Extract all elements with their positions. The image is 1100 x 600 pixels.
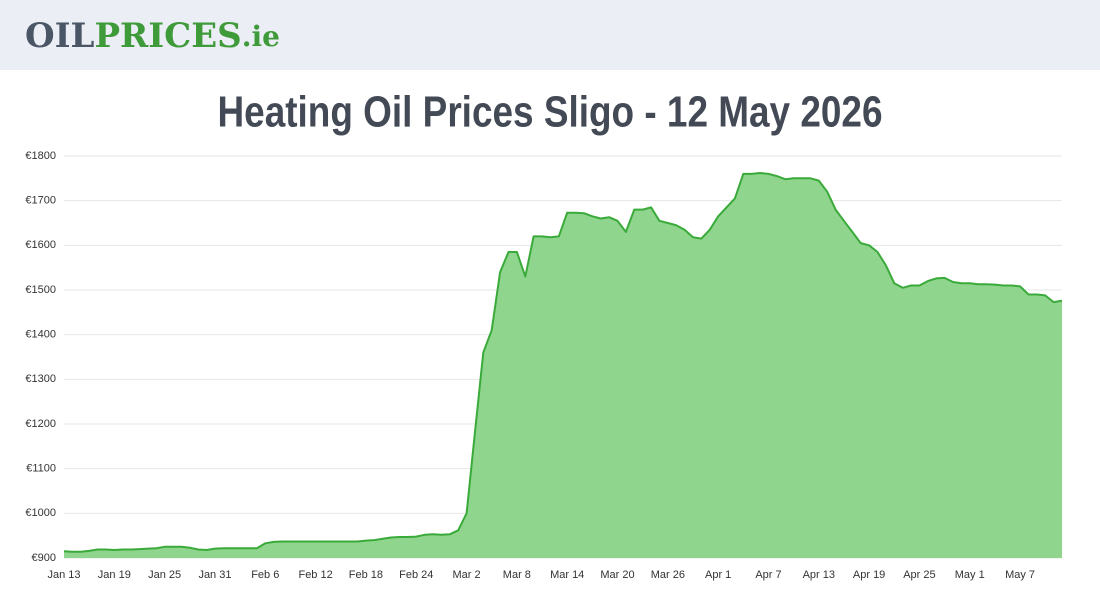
logo[interactable]: OILPRICES.ie (25, 16, 280, 56)
x-tick-label: Mar 2 (452, 569, 480, 581)
logo-prices: PRICES (94, 16, 241, 56)
x-tick-label: Jan 31 (198, 569, 231, 581)
x-tick-label: Jan 25 (148, 569, 181, 581)
x-tick-label: Feb 24 (399, 569, 433, 581)
x-tick-label: Mar 14 (550, 569, 584, 581)
y-tick-label: €1400 (25, 329, 56, 341)
plot: €900 €1000 €1100 €1200 €1300 €1400 €1500 €1600 €… (25, 150, 1063, 581)
x-tick-label: Apr 25 (903, 569, 935, 581)
x-tick-label: Apr 13 (803, 569, 835, 581)
logo-oil: OIL (25, 16, 95, 56)
y-tick-label: €1200 (25, 418, 56, 430)
x-tick-label: Apr 7 (755, 569, 781, 581)
x-tick-label: Feb 12 (298, 569, 332, 581)
y-tick-label: €1700 (25, 195, 56, 207)
y-tick-label: €1600 (25, 239, 56, 251)
y-tick-label: €1500 (25, 284, 56, 296)
x-tick-label: Apr 19 (853, 569, 885, 581)
x-tick-label: Jan 19 (98, 569, 131, 581)
area-fill (64, 173, 1062, 558)
price-line (63, 172, 1063, 553)
logo-tld: .ie (242, 20, 280, 53)
x-tick-label: Mar 8 (503, 569, 531, 581)
x-tick-label: Feb 6 (251, 569, 279, 581)
y-tick-label: €1300 (25, 373, 56, 385)
x-tick-label: Feb 18 (349, 569, 383, 581)
chart-title: Heating Oil Prices Sligo - 12 May 2026 (218, 88, 883, 137)
y-tick-label: €1800 (25, 150, 56, 162)
x-tick-label: Mar 20 (600, 569, 634, 581)
x-tick-label: Jan 13 (47, 569, 80, 581)
x-tick-label: Apr 1 (705, 569, 731, 581)
x-tick-label: Mar 26 (651, 569, 685, 581)
x-tick-label: May 7 (1005, 569, 1035, 581)
x-tick-label: May 1 (955, 569, 985, 581)
y-tick-label: €1000 (25, 507, 56, 519)
header-bar (0, 0, 1100, 70)
y-tick-label: €900 (32, 552, 56, 564)
y-tick-label: €1100 (26, 463, 56, 475)
